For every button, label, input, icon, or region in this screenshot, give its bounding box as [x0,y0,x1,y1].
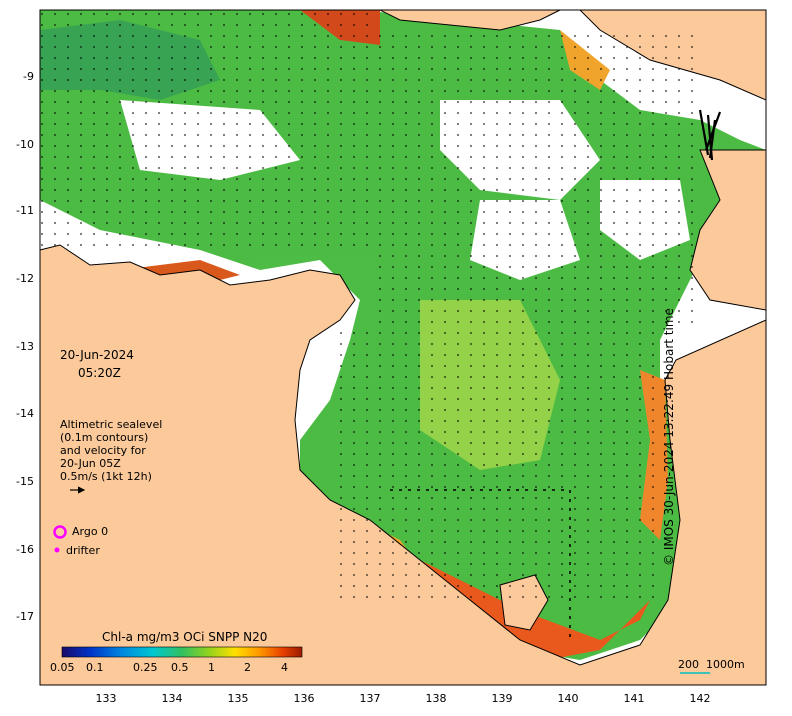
lat-tick: -9 [23,70,34,83]
lat-tick: -16 [16,543,34,556]
colorbar-tick: 2 [244,661,251,674]
lat-tick: -12 [16,272,34,285]
lon-tick: 136 [293,692,315,705]
scale-left-label: 200 [678,658,699,671]
lat-tick: -17 [16,610,34,623]
colorbar-tick: 0.1 [86,661,104,674]
copyright-notice: © IMOS 30-Jun-2024 13:22:49 Hobart time [662,308,676,566]
map-area [39,9,767,686]
scale-right-label: 1000m [706,658,745,671]
colorbar-tick: 0.5 [171,661,189,674]
lat-tick: -11 [16,204,34,217]
drifter-marker-icon [54,547,60,553]
lon-tick: 133 [95,692,117,705]
map-time: 05:20Z [78,366,121,380]
velocity-field [40,10,722,640]
lon-tick: 142 [689,692,711,705]
colorbar-tick: 1 [208,661,215,674]
lon-tick: 140 [557,692,579,705]
lat-tick: -14 [16,407,34,420]
argo-label: Argo 0 [72,525,109,538]
argo-marker-icon [53,525,67,539]
legend-line-3: and velocity for [60,444,146,457]
drifter-tracks [698,109,722,161]
lon-tick: 141 [623,692,645,705]
lat-tick: -10 [16,138,34,151]
lon-tick: 137 [359,692,381,705]
lat-tick: -15 [16,475,34,488]
drifter-label: drifter [66,544,100,557]
colorbar-title: Chl-a mg/m3 OCi SNPP N20 [102,630,268,644]
lon-tick: 139 [491,692,513,705]
colorbar-tick: 0.05 [50,661,75,674]
map-date: 20-Jun-2024 [60,348,134,362]
legend-line-1: Altimetric sealevel [60,418,163,431]
legend-line-4: 20-Jun 05Z [60,457,121,470]
colorbar-tick: 4 [281,661,288,674]
lon-tick: 138 [425,692,447,705]
lat-tick: -13 [16,340,34,353]
colorbar-tick: 0.25 [133,661,158,674]
lon-tick: 135 [227,692,249,705]
legend-line-2: (0.1m contours) [60,431,149,444]
legend-line-5: 0.5m/s (1kt 12h) [60,470,152,483]
colorbar [61,646,303,658]
lon-tick: 134 [161,692,183,705]
